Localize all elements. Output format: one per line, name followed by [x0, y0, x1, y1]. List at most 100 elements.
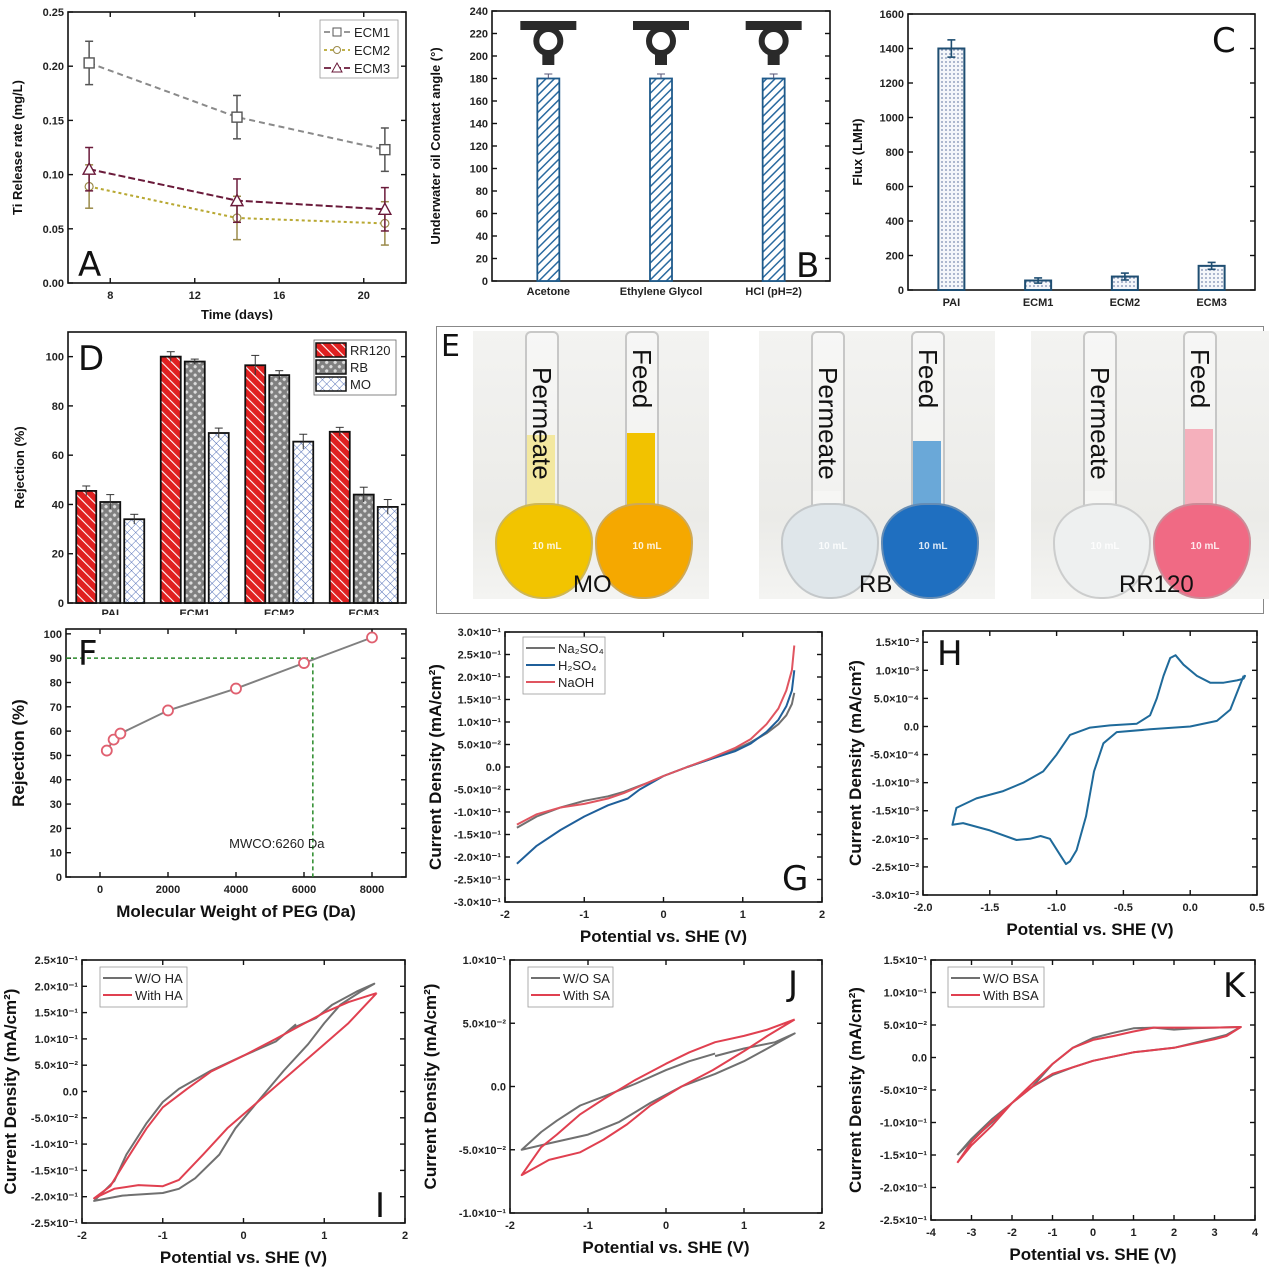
- y-axis-label: Underwater oil Contact angle (°): [428, 47, 443, 244]
- y-tick-label: 0.0: [912, 1053, 927, 1065]
- volume-stamp: 10 mL: [632, 541, 662, 552]
- x-category-label: ECM2: [264, 608, 295, 615]
- legend-label: With HA: [135, 988, 183, 1003]
- x-axis-label: Molecular Weight of PEG (Da): [116, 902, 356, 921]
- needle: [655, 53, 667, 65]
- y-tick-label: -1.5×10⁻¹: [31, 1165, 78, 1177]
- y-tick-label: 120: [470, 141, 488, 153]
- y-tick-label: 80: [52, 401, 64, 413]
- y-tick-label: 200: [886, 251, 904, 263]
- volume-stamp: 10 mL: [1090, 541, 1120, 552]
- panel-letter: K: [1223, 966, 1247, 1006]
- volume-stamp: 10 mL: [1190, 541, 1220, 552]
- y-tick-label: -5.0×10⁻²: [454, 785, 501, 797]
- x-tick-label: -1: [1048, 1227, 1058, 1239]
- feed-label: Feed: [627, 349, 657, 409]
- bar-rb: [99, 501, 122, 604]
- y-tick-label: 80: [50, 677, 62, 689]
- y-tick-label: 1600: [880, 9, 904, 21]
- x-category-label: HCl (pH=2): [745, 286, 802, 298]
- y-tick-label: -1.5×10⁻¹: [454, 830, 501, 842]
- y-tick-label: 1.5×10⁻¹: [35, 1008, 79, 1020]
- x-category-label: Acetone: [527, 286, 570, 298]
- legend-label: H₂SO₄: [558, 658, 597, 673]
- y-tick-label: 0: [58, 598, 64, 610]
- y-tick-label: 140: [470, 119, 488, 131]
- y-tick-label: 0.15: [43, 115, 64, 127]
- y-tick-label: -5.0×10⁻²: [880, 1085, 927, 1097]
- x-category-label: ECM1: [179, 608, 210, 615]
- data-point: [298, 657, 310, 669]
- x-tick-label: 12: [189, 290, 201, 302]
- data-point: [83, 57, 95, 69]
- x-tick-label: 1: [1130, 1227, 1136, 1239]
- plot-frame: [67, 11, 407, 284]
- y-tick-label: 5.0×10⁻²: [463, 1018, 507, 1030]
- bar-rr120: [75, 490, 98, 604]
- legend-box: [527, 966, 614, 1008]
- y-tick-label: -2.0×10⁻¹: [880, 1183, 927, 1195]
- permeate-label: Permeate: [527, 367, 557, 480]
- x-tick-label: 0: [240, 1230, 246, 1242]
- dye-label: MO: [573, 571, 612, 598]
- permeate-flask: 10 mL Permeate: [1051, 331, 1151, 599]
- neck-liquid: [913, 441, 941, 509]
- bar-mo: [123, 518, 146, 604]
- series-line: [956, 1026, 1242, 1164]
- y-tick-label: 20: [476, 254, 488, 266]
- y-axis-label: Current Density (mA/cm²): [846, 987, 865, 1193]
- flask-bulb-liquid: [881, 503, 979, 599]
- bar-mo: [292, 440, 315, 604]
- panel-c-flux-chart: 0 200 400 600 800 1000 1200 1400 1600 Flux (LMH) P…: [850, 9, 1256, 309]
- legend-label: ECM1: [354, 25, 390, 40]
- y-tick-label: -2.0×10⁻³: [872, 834, 919, 846]
- y-tick-label: 1.0×10⁻¹: [463, 955, 507, 967]
- series-line: [516, 670, 796, 865]
- y-tick-label: -2.5×10⁻¹: [31, 1218, 78, 1230]
- y-tick-label: 1.0×10⁻¹: [35, 1034, 79, 1046]
- droplet-inset-icon: [520, 21, 577, 65]
- legend-label: RR120: [350, 343, 390, 358]
- data-point: [229, 193, 245, 207]
- y-tick-label: 80: [476, 186, 488, 198]
- x-tick-label: 1: [741, 1220, 747, 1232]
- x-tick-label: -2: [505, 1220, 515, 1232]
- x-tick-label: 1: [321, 1230, 327, 1242]
- series-line: [956, 1026, 1242, 1156]
- y-tick-label: -1.5×10⁻¹: [880, 1150, 927, 1162]
- bar-rr120: [159, 355, 182, 604]
- legend-marker: [331, 61, 343, 73]
- bar-mo: [376, 506, 399, 604]
- x-axis-label: Potential vs. SHE (V): [1009, 1245, 1176, 1264]
- x-tick-label: -4: [926, 1227, 937, 1239]
- panel-a-ti-release-chart: 0.00 0.05 0.10 0.15 0.20 0.25 8 12 16 20 Time (day…: [10, 7, 407, 320]
- bar: [649, 77, 673, 282]
- y-tick-label: 100: [470, 164, 488, 176]
- needle: [542, 53, 555, 65]
- feed-flask: 10 mL Feed: [1151, 331, 1251, 599]
- x-tick-label: 8000: [360, 884, 384, 896]
- feed-label: Feed: [913, 349, 943, 409]
- series-line: [951, 654, 1246, 866]
- y-tick-label: 0.0: [491, 1082, 506, 1094]
- data-point: [230, 682, 242, 695]
- flask-photo-mo: 10 mL Permeate 10 mL Feed MO: [473, 331, 709, 599]
- legend-label: Na₂SO₄: [558, 641, 604, 656]
- y-tick-label: 2.5×10⁻¹: [35, 955, 79, 967]
- legend-box: [947, 966, 1045, 1008]
- y-tick-label: -1.0×10⁻¹: [31, 1139, 78, 1151]
- bar: [937, 47, 966, 291]
- y-tick-label: 50: [50, 750, 62, 762]
- legend-marker: [333, 46, 341, 54]
- x-tick-label: 2000: [156, 884, 180, 896]
- panel-i-ha-fouling-chart: -2.5×10⁻¹ -2.0×10⁻¹ -1.5×10⁻¹ -1.0×10⁻¹ -5.0…: [1, 955, 408, 1267]
- y-tick-label: 0.0: [904, 721, 919, 733]
- y-axis-label: Current Density (mA/cm²): [426, 664, 445, 870]
- panel-letter: J: [786, 964, 798, 1004]
- series-line: [520, 1018, 796, 1177]
- y-tick-label: 20: [50, 823, 62, 835]
- droplet-inset-icon: [633, 21, 689, 65]
- y-tick-label: 600: [886, 182, 904, 194]
- x-axis-label: Potential vs. SHE (V): [582, 1238, 749, 1257]
- panel-e-flask-photos: E 10 mL Permeate 10 mL Feed MO 10 mL Permeate 1…: [436, 326, 1269, 614]
